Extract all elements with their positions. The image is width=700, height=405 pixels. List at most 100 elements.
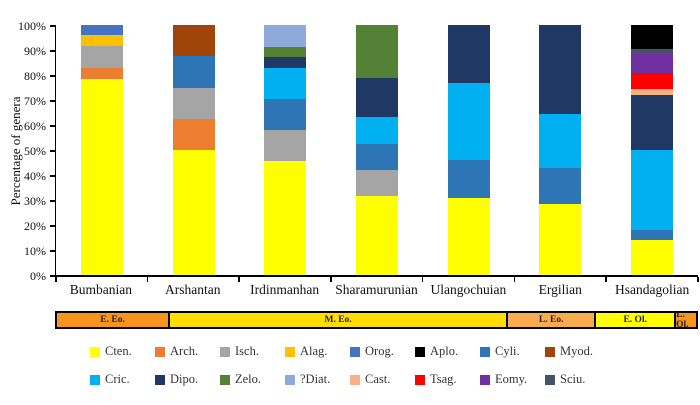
- legend-label: Isch.: [235, 344, 259, 358]
- era-segment-label: E. Ol.: [623, 315, 647, 325]
- x-axis-label-sharamurunian: Sharamurunian: [335, 282, 418, 297]
- y-tick-label: 90%: [24, 43, 46, 58]
- legend-label: Zelo.: [235, 372, 262, 386]
- bar-segment-dipo: [447, 25, 490, 83]
- bar-segment-cric: [356, 117, 399, 144]
- legend-item-alag: Alag.: [285, 344, 350, 359]
- y-tick-label: 60%: [24, 118, 46, 133]
- x-tick-mark: [330, 277, 332, 282]
- x-tick-mark: [421, 277, 424, 282]
- x-axis-labels: Bumbanian Arshantan Irdinmanhan Sharamuruni…: [55, 282, 698, 298]
- bar-segment-myod: [172, 25, 215, 57]
- y-tick-label: 100%: [18, 18, 46, 33]
- y-tick-label: 70%: [24, 93, 46, 108]
- bar-segment-arch: [172, 118, 215, 150]
- bar-segment-zelo: [356, 25, 399, 78]
- bar-segment-dipo: [539, 25, 582, 115]
- x-tick-mark: [238, 277, 240, 282]
- legend-item-tsag: Tsag.: [415, 372, 480, 387]
- legend-label: ?Diat.: [300, 372, 331, 386]
- legend-item-zelo: Zelo.: [220, 372, 285, 387]
- legend-label: Tsag.: [430, 372, 457, 386]
- x-axis-label-ergilian: Ergilian: [538, 282, 582, 297]
- legend-swatch-icon: [155, 374, 165, 385]
- plot-area: 0% 10% 20% 30% 40% 50% 60% 70% 80% 90% 100%: [18, 19, 699, 283]
- category-column-arshantan: [148, 25, 240, 275]
- legend-item-eomy: Eomy.: [480, 372, 545, 387]
- legend-item-diat: ?Diat.: [285, 372, 350, 387]
- bar-segment-cten: [172, 150, 215, 275]
- y-tick-mark: [50, 175, 56, 177]
- x-tick-mark: [55, 277, 57, 282]
- y-tick-mark: [50, 50, 56, 52]
- bar-segment-zelo: [264, 46, 307, 57]
- legend-swatch-icon: [90, 346, 100, 357]
- legend-label: Eomy.: [495, 372, 528, 386]
- x-axis-label-bumbanian: Bumbanian: [69, 282, 133, 297]
- era-segment-leo: L. Eo.: [508, 313, 597, 327]
- legend-label: Aplo.: [430, 344, 459, 358]
- legend-label: Alag.: [300, 344, 328, 358]
- legend-item-aplo: Aplo.: [415, 344, 480, 359]
- x-axis-label-irdinmanhan: Irdinmanhan: [250, 282, 320, 297]
- legend-label: Cast.: [365, 372, 391, 386]
- bar-segment-cyli: [539, 167, 582, 204]
- legend-swatch-icon: [90, 374, 100, 385]
- legend-swatch-icon: [220, 346, 230, 357]
- category-column-bumbanian: [56, 25, 148, 275]
- legend-swatch-icon: [220, 374, 230, 385]
- y-tick-label: 40%: [24, 168, 46, 183]
- era-segment-label: M. Eo.: [324, 315, 352, 325]
- bar-segment-orog: [80, 25, 123, 35]
- y-tick-mark: [50, 250, 56, 252]
- bar-ulangochuian: [447, 25, 490, 275]
- legend-item-sciu: Sciu.: [545, 372, 610, 387]
- bar-segment-cten: [631, 240, 674, 275]
- bar-hsandagolian: [631, 25, 674, 275]
- bar-segment-cric: [631, 150, 674, 230]
- era-segment-eeo: E. Eo.: [57, 313, 171, 327]
- bar-segment-cten: [539, 203, 582, 275]
- y-tick-label: 80%: [24, 68, 46, 83]
- y-tick-label: 50%: [24, 143, 46, 158]
- bar-segment-dipo: [631, 95, 674, 150]
- bar-irdinmanhan: [264, 25, 307, 275]
- bar-segment-aplo: [631, 25, 674, 49]
- y-tick-mark: [50, 225, 56, 227]
- legend-label: Arch.: [170, 344, 199, 358]
- legend-label: Sciu.: [560, 372, 586, 386]
- y-tick-label: 0%: [30, 268, 46, 283]
- bar-segment-cyli: [264, 98, 307, 130]
- legend-label: Dipo.: [170, 372, 199, 386]
- legend-item-cyli: Cyli.: [480, 344, 545, 359]
- legend-swatch-icon: [480, 346, 490, 357]
- legend-label: Cric.: [105, 372, 130, 386]
- x-tick-mark: [513, 277, 516, 282]
- bar-segment-cten: [80, 78, 123, 275]
- bar-segment-isch: [264, 130, 307, 162]
- legend-swatch-icon: [350, 374, 360, 385]
- y-tick-mark: [50, 200, 56, 202]
- bar-segment-diat: [264, 25, 307, 47]
- legend-item-myod: Myod.: [545, 344, 610, 359]
- x-axis-label-hsandagolian: Hsandagolian: [614, 282, 690, 297]
- y-tick-mark: [50, 75, 56, 77]
- legend-swatch-icon: [415, 374, 425, 385]
- bar-segment-cyli: [631, 230, 674, 240]
- legend-label: Cyli.: [495, 344, 520, 358]
- y-tick-mark: [50, 275, 56, 277]
- legend-item-isch: Isch.: [220, 344, 285, 359]
- bar-segment-cten: [447, 198, 490, 275]
- category-column-sharamurunian: [331, 25, 423, 275]
- x-tick-mark: [146, 277, 149, 282]
- legend-item-orog: Orog.: [350, 344, 415, 359]
- y-tick-mark: [50, 150, 56, 152]
- bar-arshantan: [172, 25, 215, 275]
- legend-swatch-icon: [545, 374, 555, 385]
- x-axis-label-ulangochuian: Ulangochuian: [430, 282, 507, 297]
- y-tick-label: 10%: [24, 243, 46, 258]
- legend: Cten. Arch. Isch. Alag. Orog. Aplo. Cyli. Myod.…: [90, 344, 610, 387]
- legend-swatch-icon: [285, 374, 295, 385]
- era-segment-meo: M. Eo.: [170, 313, 509, 327]
